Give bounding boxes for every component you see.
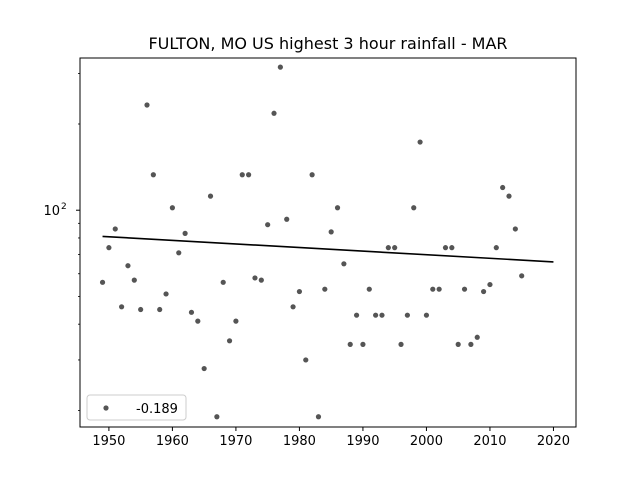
data-point: [500, 184, 506, 191]
data-point: [506, 193, 512, 199]
data-point: [334, 205, 341, 211]
legend: -0.189: [86, 394, 187, 421]
data-point: [379, 312, 385, 318]
data-point: [353, 312, 360, 318]
data-point: [436, 286, 442, 292]
data-point: [303, 357, 309, 363]
data-point: [347, 341, 353, 347]
data-point: [125, 263, 131, 269]
x-axis: 1950 1960 1970 1980 1990 2000 2010 2020: [92, 427, 570, 449]
data-point: [404, 312, 410, 318]
data-point: [442, 245, 449, 251]
data-point: [106, 245, 112, 251]
data-point: [277, 64, 283, 70]
data-point: [487, 281, 493, 288]
data-point: [214, 414, 220, 420]
data-point: [163, 291, 169, 297]
data-point: [150, 172, 156, 178]
x-tick-label: 1980: [283, 434, 316, 449]
data-point: [252, 275, 258, 281]
data-point: [493, 245, 499, 251]
x-tick-label: 1960: [156, 434, 189, 449]
data-point: [296, 288, 303, 295]
data-point: [144, 102, 150, 108]
data-point: [246, 172, 252, 178]
data-point: [468, 341, 474, 347]
data-point: [519, 273, 525, 279]
data-point: [309, 172, 315, 178]
x-tick-label: 2020: [537, 434, 570, 449]
legend-marker: [103, 405, 109, 411]
data-point: [392, 245, 398, 251]
data-point: [461, 286, 468, 292]
data-point: [131, 277, 137, 283]
data-point: [315, 414, 322, 420]
data-point: [290, 304, 296, 310]
data-point: [322, 286, 328, 292]
data-point: [226, 338, 233, 344]
data-point: [233, 318, 239, 324]
chart-title: FULTON, MO US highest 3 hour rainfall - …: [148, 34, 507, 53]
data-points: [99, 64, 525, 420]
data-point: [411, 205, 417, 211]
data-point: [258, 277, 264, 283]
data-point: [119, 304, 125, 310]
data-point: [481, 288, 487, 295]
plot-area-frame: [79, 57, 577, 428]
data-point: [195, 318, 201, 324]
data-point: [341, 261, 347, 267]
legend-label: -0.189: [136, 402, 178, 417]
x-tick-label: 2010: [473, 434, 506, 449]
y-axis: 10 2: [43, 73, 80, 411]
data-point: [430, 286, 436, 292]
data-point: [328, 229, 334, 235]
data-point: [207, 193, 214, 199]
data-point: [176, 250, 182, 256]
data-point: [455, 341, 461, 347]
data-point: [138, 306, 144, 313]
y-tick-label-exponent: 2: [61, 202, 67, 212]
data-point: [423, 312, 430, 318]
data-point: [220, 279, 226, 285]
data-point: [182, 230, 188, 236]
data-point: [265, 222, 271, 228]
data-point: [366, 286, 372, 292]
data-point: [398, 341, 404, 347]
data-point: [112, 226, 118, 232]
data-point: [449, 245, 455, 251]
x-tick-label: 1990: [346, 434, 379, 449]
data-point: [474, 334, 480, 340]
x-tick-label: 1970: [219, 434, 252, 449]
data-point: [99, 279, 106, 285]
data-point: [239, 172, 245, 178]
data-point: [373, 312, 379, 318]
data-point: [271, 110, 277, 116]
data-point: [157, 306, 163, 313]
data-point: [188, 309, 195, 315]
data-point: [417, 139, 423, 145]
trend-line: [102, 235, 554, 263]
data-point: [201, 365, 207, 372]
x-tick-label: 1950: [92, 434, 125, 449]
data-point: [512, 226, 518, 232]
x-tick-label: 2000: [410, 434, 443, 449]
trend-line-group: [102, 235, 554, 263]
legend-box: [86, 394, 187, 421]
data-point: [360, 341, 366, 347]
data-point: [284, 216, 290, 222]
data-point: [169, 205, 175, 211]
y-tick-label: 10: [43, 204, 60, 219]
data-point: [385, 245, 391, 251]
